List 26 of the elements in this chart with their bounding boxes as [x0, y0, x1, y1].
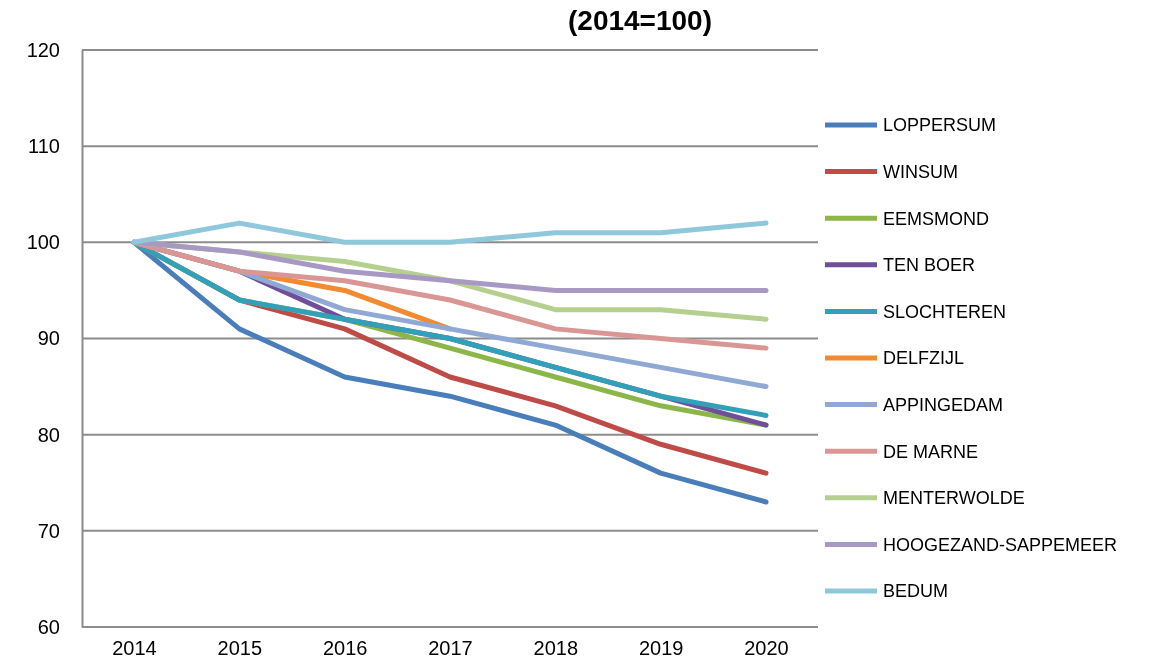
- legend-label: DE MARNE: [883, 441, 979, 462]
- legend-label: TEN BOER: [883, 255, 976, 276]
- legend-label: BEDUM: [883, 581, 949, 602]
- x-tick-label: 2014: [112, 637, 157, 660]
- legend-label: SLOCHTEREN: [883, 301, 1007, 322]
- x-tick-label: 2015: [217, 637, 263, 660]
- chart-title: (2014=100): [567, 5, 713, 36]
- legend-label: EEMSMOND: [883, 208, 990, 229]
- y-tick-label: 110: [28, 135, 60, 158]
- x-tick-label: 2017: [428, 637, 473, 660]
- legend-label: DELFZIJL: [883, 348, 965, 369]
- x-tick-label: 2018: [533, 637, 579, 660]
- x-tick-label: 2020: [744, 637, 789, 660]
- y-tick-label: 80: [37, 423, 60, 446]
- legend-label: MENTERWOLDE: [883, 488, 1025, 509]
- legend-label: WINSUM: [883, 161, 958, 182]
- y-tick-label: 90: [37, 327, 60, 350]
- y-tick-label: 70: [37, 519, 60, 542]
- y-tick-label: 120: [26, 38, 60, 61]
- legend-label: APPINGEDAM: [883, 394, 1004, 415]
- x-tick-label: 2019: [638, 637, 684, 660]
- y-tick-label: 60: [37, 615, 60, 638]
- legend-label: LOPPERSUM: [883, 115, 997, 136]
- x-tick-label: 2016: [322, 637, 368, 660]
- y-tick-label: 100: [26, 231, 60, 254]
- legend-label: HOOGEZAND-SAPPEMEER: [883, 534, 1118, 555]
